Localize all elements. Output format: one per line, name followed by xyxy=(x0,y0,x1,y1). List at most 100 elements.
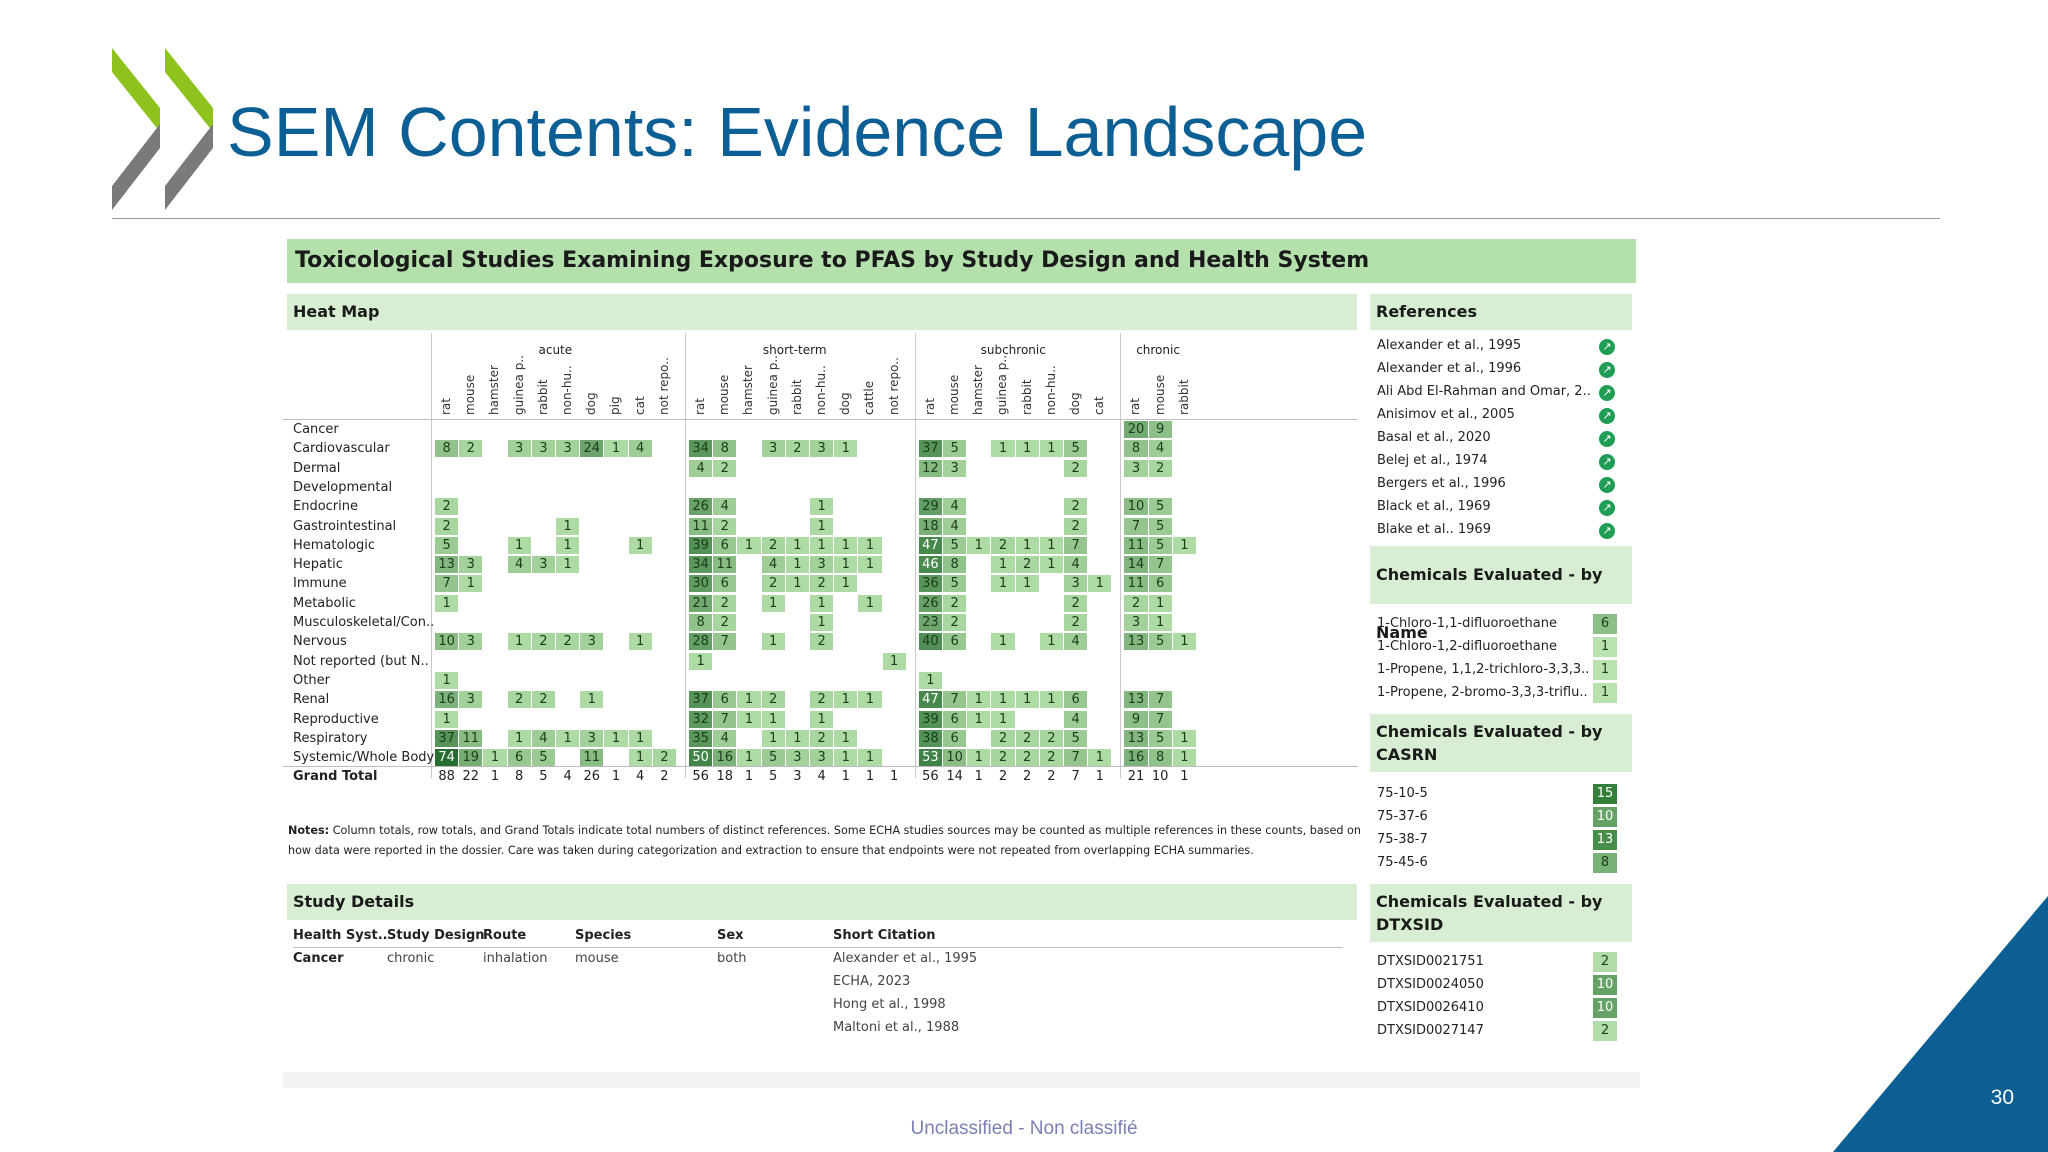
heatmap-cell[interactable]: 7 xyxy=(943,691,967,709)
reference-item[interactable]: Belej et al., 1974 xyxy=(1377,453,1488,468)
reference-item[interactable]: Anisimov et al., 2005 xyxy=(1377,407,1515,422)
heatmap-cell[interactable]: 3 xyxy=(459,691,483,709)
heatmap-cell[interactable]: 7 xyxy=(1148,691,1172,709)
heatmap-cell[interactable]: 2 xyxy=(991,749,1015,767)
heatmap-cell[interactable]: 2 xyxy=(1064,459,1088,477)
chemical-item[interactable]: 1-Chloro-1,1-difluoroethane xyxy=(1377,616,1557,631)
external-link-icon[interactable]: ↗ xyxy=(1599,523,1615,539)
chemical-item[interactable]: 75-10-5 xyxy=(1377,786,1428,801)
heatmap-cell[interactable]: 1 xyxy=(580,691,604,709)
heatmap-cell[interactable]: 1 xyxy=(737,536,761,554)
heatmap-cell[interactable]: 4 xyxy=(628,440,652,458)
heatmap-cell[interactable]: 7 xyxy=(1064,536,1088,554)
reference-item[interactable]: Alexander et al., 1995 xyxy=(1377,338,1522,353)
health-system-label[interactable]: Hematologic xyxy=(293,537,376,553)
heatmap-cell[interactable]: 1 xyxy=(785,575,809,593)
heatmap-cell[interactable]: 2 xyxy=(785,440,809,458)
heatmap-cell[interactable]: 2 xyxy=(1148,459,1172,477)
heatmap-cell[interactable]: 1 xyxy=(991,710,1015,728)
heatmap-cell[interactable]: 5 xyxy=(1148,633,1172,651)
heatmap-cell[interactable]: 16 xyxy=(713,749,737,767)
heatmap-cell[interactable]: 16 xyxy=(435,691,459,709)
heatmap-cell[interactable]: 4 xyxy=(713,729,737,747)
heatmap-cell[interactable]: 37 xyxy=(918,440,942,458)
heatmap-cell[interactable]: 1 xyxy=(1015,440,1039,458)
heatmap-cell[interactable]: 1 xyxy=(967,749,991,767)
study-details-column-header[interactable]: Health Syst.. xyxy=(293,928,388,943)
heatmap-cell[interactable]: 1 xyxy=(834,729,858,747)
heatmap-cell[interactable]: 9 xyxy=(1148,421,1172,438)
short-citation[interactable]: Hong et al., 1998 xyxy=(833,997,946,1012)
heatmap-cell[interactable]: 4 xyxy=(713,498,737,516)
external-link-icon[interactable]: ↗ xyxy=(1599,500,1615,516)
chemical-item[interactable]: DTXSID0024050 xyxy=(1377,977,1484,992)
heatmap-cell[interactable]: 1 xyxy=(991,556,1015,574)
heatmap-cell[interactable]: 28 xyxy=(689,633,713,651)
heatmap-cell[interactable]: 1 xyxy=(507,633,531,651)
heatmap-cell[interactable]: 1 xyxy=(810,536,834,554)
heatmap-cell[interactable]: 1 xyxy=(435,594,459,612)
heatmap-cell[interactable]: 1 xyxy=(1015,536,1039,554)
heatmap-cell[interactable]: 14 xyxy=(1124,556,1148,574)
heatmap-cell[interactable]: 1 xyxy=(785,536,809,554)
heatmap-cell[interactable]: 1 xyxy=(507,536,531,554)
heatmap-cell[interactable]: 7 xyxy=(435,575,459,593)
heatmap-cell[interactable]: 1 xyxy=(991,575,1015,593)
heatmap-cell[interactable]: 1 xyxy=(604,440,628,458)
heatmap-cell[interactable]: 2 xyxy=(991,729,1015,747)
heatmap-cell[interactable]: 1 xyxy=(810,594,834,612)
heatmap-cell[interactable]: 1 xyxy=(1088,575,1112,593)
heatmap-cell[interactable]: 1 xyxy=(810,614,834,631)
heatmap-cell[interactable]: 1 xyxy=(810,710,834,728)
heatmap-cell[interactable]: 20 xyxy=(1124,421,1148,438)
heatmap-cell[interactable]: 47 xyxy=(918,536,942,554)
heatmap-cell[interactable]: 2 xyxy=(713,517,737,535)
heatmap-cell[interactable]: 12 xyxy=(918,459,942,477)
chemical-item[interactable]: 1-Propene, 2-bromo-3,3,3-triflu.. xyxy=(1377,685,1588,700)
heatmap-cell[interactable]: 6 xyxy=(507,749,531,767)
heatmap-cell[interactable]: 6 xyxy=(943,729,967,747)
heatmap-cell[interactable]: 3 xyxy=(459,633,483,651)
heatmap-cell[interactable]: 5 xyxy=(1148,517,1172,535)
heatmap-cell[interactable]: 1 xyxy=(1148,594,1172,612)
heatmap-cell[interactable]: 39 xyxy=(689,536,713,554)
health-system-label[interactable]: Systemic/Whole Body xyxy=(293,750,435,766)
heatmap-cell[interactable]: 1 xyxy=(556,556,580,574)
heatmap-cell[interactable]: 24 xyxy=(580,440,604,458)
heatmap-cell[interactable]: 1 xyxy=(628,536,652,554)
heatmap-cell[interactable]: 1 xyxy=(834,749,858,767)
heatmap-cell[interactable]: 1 xyxy=(858,594,882,612)
heatmap-cell[interactable]: 5 xyxy=(1148,729,1172,747)
heatmap-cell[interactable]: 5 xyxy=(1064,440,1088,458)
heatmap-cell[interactable]: 1 xyxy=(1039,440,1063,458)
health-system-label[interactable]: Metabolic xyxy=(293,595,356,611)
heatmap-cell[interactable]: 2 xyxy=(531,633,555,651)
heatmap-cell[interactable]: 46 xyxy=(918,556,942,574)
heatmap-cell[interactable]: 3 xyxy=(810,749,834,767)
chemical-item[interactable]: 1-Chloro-1,2-difluoroethane xyxy=(1377,639,1557,654)
heatmap-cell[interactable]: 3 xyxy=(761,440,785,458)
heatmap-cell[interactable]: 23 xyxy=(918,614,942,631)
heatmap-cell[interactable]: 3 xyxy=(943,459,967,477)
heatmap-cell[interactable]: 1 xyxy=(761,633,785,651)
heatmap-cell[interactable]: 11 xyxy=(580,749,604,767)
heatmap-cell[interactable]: 4 xyxy=(1064,633,1088,651)
external-link-icon[interactable]: ↗ xyxy=(1599,339,1615,355)
heatmap-cell[interactable]: 8 xyxy=(713,440,737,458)
heatmap-cell[interactable]: 11 xyxy=(713,556,737,574)
study-details-cell-species[interactable]: mouse xyxy=(575,951,619,966)
heatmap-cell[interactable]: 4 xyxy=(1148,440,1172,458)
heatmap-cell[interactable]: 1 xyxy=(556,536,580,554)
heatmap-cell[interactable]: 37 xyxy=(435,729,459,747)
heatmap-cell[interactable]: 21 xyxy=(689,594,713,612)
heatmap-cell[interactable]: 2 xyxy=(652,749,676,767)
health-system-label[interactable]: Endocrine xyxy=(293,499,358,515)
heatmap-cell[interactable]: 9 xyxy=(1124,710,1148,728)
heatmap-cell[interactable]: 30 xyxy=(689,575,713,593)
heatmap-cell[interactable]: 2 xyxy=(810,729,834,747)
heatmap-cell[interactable]: 1 xyxy=(967,691,991,709)
heatmap-cell[interactable]: 8 xyxy=(435,440,459,458)
heatmap-cell[interactable]: 53 xyxy=(918,749,942,767)
heatmap-cell[interactable]: 1 xyxy=(834,440,858,458)
heatmap-cell[interactable]: 1 xyxy=(556,517,580,535)
